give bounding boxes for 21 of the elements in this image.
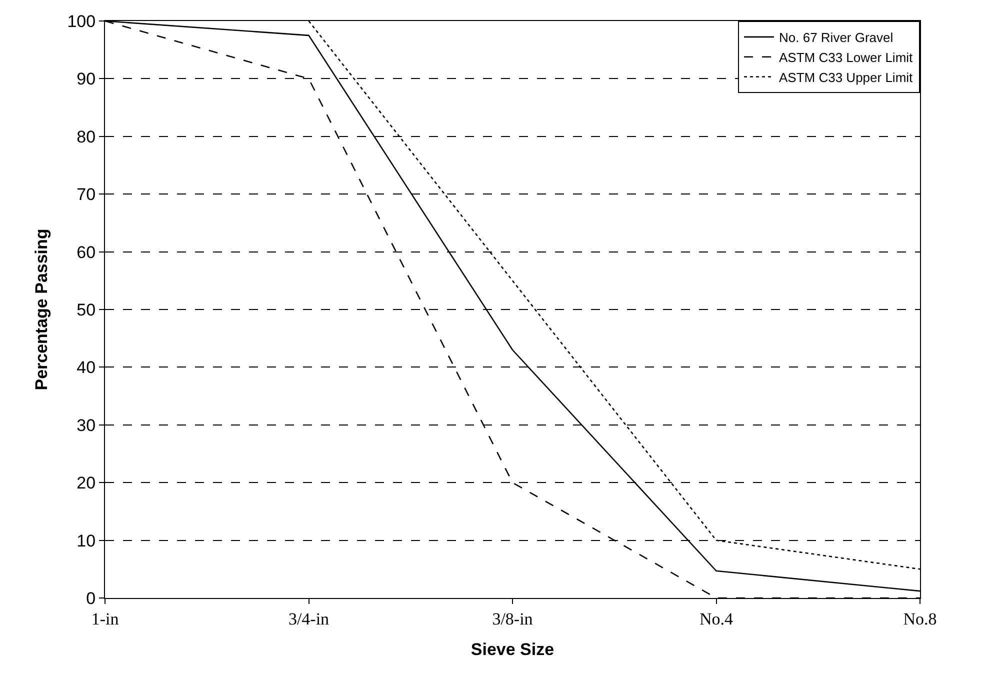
y-tick-label: 80	[76, 127, 96, 146]
y-tick-label: 90	[76, 70, 96, 89]
legend-label: ASTM C33 Lower Limit	[779, 50, 914, 65]
x-tick-label: 1-in	[91, 609, 120, 628]
legend-label: No. 67 River Gravel	[779, 30, 894, 46]
legend-label: ASTM C33 Upper Limit	[779, 70, 914, 85]
y-tick-label: 20	[76, 474, 96, 493]
y-axis-title: Percentage Passing	[32, 228, 51, 390]
x-tick-label: 3/4-in	[288, 609, 330, 628]
y-tick-label: 0	[86, 588, 96, 608]
x-tick-label: 3/8-in	[492, 609, 534, 628]
y-tick-label: 40	[76, 358, 96, 378]
y-tick-label: 100	[67, 12, 96, 31]
x-tick-label: No.8	[903, 609, 937, 628]
x-tick-label: No.4	[699, 609, 734, 628]
y-tick-label: 60	[76, 242, 96, 262]
y-tick-label: 50	[76, 300, 96, 320]
y-tick-label: 10	[76, 531, 96, 550]
x-axis-title: Sieve Size	[470, 640, 554, 659]
y-tick-label: 70	[76, 185, 96, 204]
y-tick-label: 30	[76, 416, 96, 435]
